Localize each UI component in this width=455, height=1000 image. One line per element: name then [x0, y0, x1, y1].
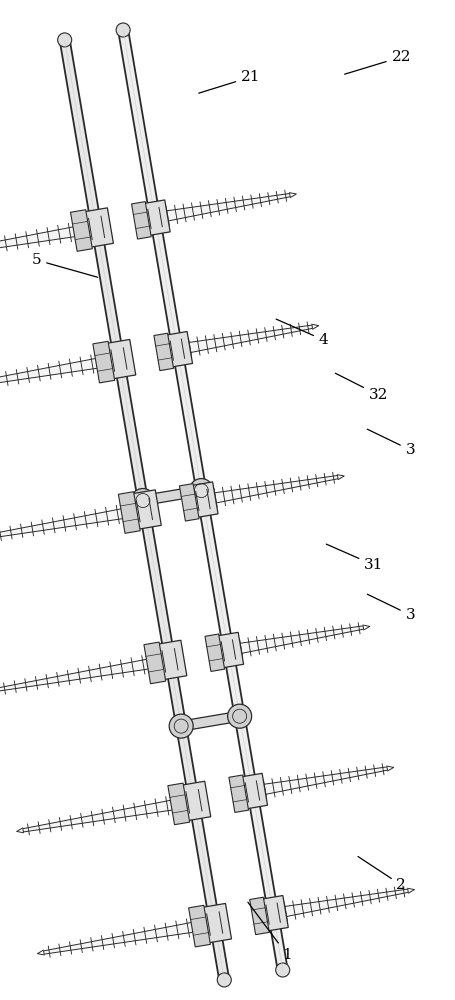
- Circle shape: [275, 963, 289, 977]
- Polygon shape: [0, 223, 97, 259]
- Polygon shape: [102, 339, 136, 380]
- Polygon shape: [227, 626, 363, 656]
- Polygon shape: [197, 903, 231, 944]
- Text: 4: 4: [276, 319, 328, 347]
- Polygon shape: [144, 642, 165, 684]
- Polygon shape: [153, 640, 187, 680]
- Polygon shape: [140, 200, 170, 236]
- Circle shape: [169, 714, 193, 738]
- Polygon shape: [23, 796, 194, 832]
- Polygon shape: [80, 208, 113, 248]
- Text: 21: 21: [198, 70, 260, 93]
- Circle shape: [217, 973, 231, 987]
- Polygon shape: [154, 333, 173, 371]
- Polygon shape: [162, 332, 192, 368]
- Polygon shape: [167, 783, 189, 825]
- Text: 2: 2: [357, 857, 405, 892]
- Polygon shape: [0, 655, 171, 691]
- Polygon shape: [213, 632, 243, 668]
- Polygon shape: [154, 193, 289, 223]
- Polygon shape: [118, 492, 140, 533]
- Polygon shape: [0, 505, 145, 541]
- Polygon shape: [127, 490, 161, 530]
- Polygon shape: [187, 482, 217, 518]
- Polygon shape: [237, 773, 267, 809]
- Polygon shape: [60, 39, 229, 981]
- Text: 22: 22: [344, 50, 410, 74]
- Text: 32: 32: [334, 373, 387, 402]
- Circle shape: [116, 23, 130, 37]
- Text: 31: 31: [326, 544, 383, 572]
- Circle shape: [57, 33, 71, 47]
- Circle shape: [131, 489, 155, 513]
- Polygon shape: [202, 475, 337, 505]
- Text: 3: 3: [366, 594, 415, 622]
- Text: 1: 1: [248, 902, 292, 962]
- Circle shape: [227, 704, 251, 728]
- Circle shape: [189, 479, 213, 503]
- Polygon shape: [176, 325, 312, 355]
- Polygon shape: [249, 897, 269, 935]
- Polygon shape: [205, 634, 224, 671]
- Text: 3: 3: [366, 429, 415, 457]
- Polygon shape: [180, 711, 240, 731]
- Polygon shape: [177, 781, 210, 821]
- Text: 5: 5: [31, 253, 97, 277]
- Polygon shape: [131, 202, 151, 239]
- Polygon shape: [258, 896, 288, 932]
- Polygon shape: [118, 29, 287, 971]
- Polygon shape: [179, 484, 199, 521]
- Polygon shape: [44, 918, 215, 954]
- Polygon shape: [188, 905, 210, 947]
- Polygon shape: [228, 775, 248, 812]
- Polygon shape: [0, 354, 120, 390]
- Polygon shape: [142, 486, 202, 505]
- Polygon shape: [251, 767, 387, 797]
- Polygon shape: [272, 889, 407, 919]
- Polygon shape: [93, 341, 114, 383]
- Polygon shape: [71, 210, 92, 251]
